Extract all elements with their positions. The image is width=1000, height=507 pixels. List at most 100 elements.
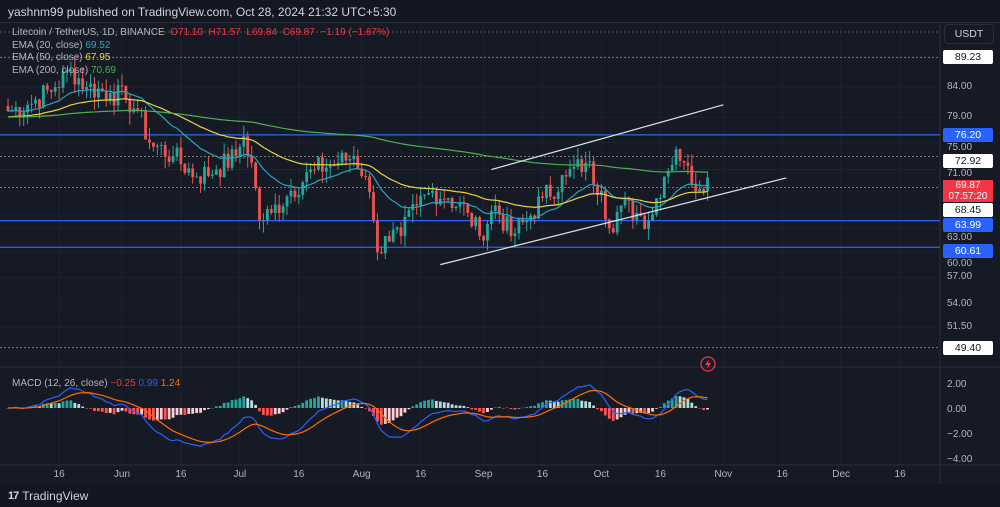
macd-histogram-bar xyxy=(69,400,73,408)
macd-histogram-bar xyxy=(501,408,505,409)
time-tick-label: Nov xyxy=(714,469,732,480)
candle xyxy=(431,190,434,194)
macd-histogram-bar xyxy=(96,408,100,412)
candle xyxy=(482,236,485,241)
macd-histogram-bar xyxy=(112,408,116,415)
candle xyxy=(513,233,517,237)
macd-histogram-bar xyxy=(619,408,623,418)
macd-histogram-bar xyxy=(187,408,191,414)
support-resistance-tag: 76.20 xyxy=(943,127,993,142)
macd-histogram-bar xyxy=(348,401,352,408)
macd-histogram-bar xyxy=(572,399,576,408)
candle xyxy=(592,161,595,185)
symbol-label[interactable]: Litecoin / TetherUS, 1D, BINANCE xyxy=(12,27,165,38)
macd-histogram-bar xyxy=(682,397,686,408)
macd-histogram-bar xyxy=(702,408,706,411)
macd-histogram-bar xyxy=(450,404,454,408)
macd-histogram-bar xyxy=(379,408,383,425)
tradingview-logo[interactable]: 17 TradingView xyxy=(8,489,89,503)
candle xyxy=(493,205,497,211)
candle xyxy=(686,162,690,166)
macd-histogram-bar xyxy=(434,400,438,408)
candle xyxy=(576,159,580,168)
candle xyxy=(340,152,344,163)
candle xyxy=(387,236,391,242)
ema50-legend[interactable]: EMA (50, close) 67.95 xyxy=(12,52,111,63)
candle xyxy=(183,164,187,173)
candle xyxy=(285,196,289,207)
macd-histogram-bar xyxy=(230,400,234,408)
candle xyxy=(152,142,155,147)
macd-histogram-bar xyxy=(340,399,344,408)
candle xyxy=(41,85,45,108)
time-tick-label: 16 xyxy=(293,469,305,480)
macd-histogram-bar xyxy=(262,408,265,415)
price-tick-label: 60.00 xyxy=(947,257,973,269)
candle xyxy=(89,83,92,87)
price-tick-label: 51.50 xyxy=(947,321,973,333)
macd-histogram-bar xyxy=(706,408,709,410)
macd-histogram-bar xyxy=(297,404,301,408)
candle xyxy=(674,149,678,165)
ema200-legend[interactable]: EMA (200, close) 70.69 xyxy=(12,64,116,76)
candle xyxy=(670,164,674,171)
candle xyxy=(466,204,470,213)
candle xyxy=(238,146,242,156)
candle xyxy=(438,198,442,205)
candle xyxy=(458,202,462,207)
candle xyxy=(163,145,167,157)
candle xyxy=(690,165,694,184)
macd-histogram-bar xyxy=(690,402,694,408)
macd-tick-label: 0.00 xyxy=(947,404,967,415)
macd-histogram-bar xyxy=(541,402,544,408)
candle xyxy=(73,69,77,85)
ema20-legend[interactable]: EMA (20, close) 69.52 xyxy=(12,39,111,51)
candle xyxy=(207,167,210,176)
time-tick-label: 16 xyxy=(537,469,549,480)
candle xyxy=(191,168,195,178)
candle xyxy=(376,220,379,253)
candle xyxy=(313,169,316,171)
macd-histogram-bar xyxy=(332,399,336,408)
candle xyxy=(505,216,509,231)
macd-histogram-bar xyxy=(458,405,462,408)
candle xyxy=(30,103,33,105)
macd-histogram-bar xyxy=(474,408,478,410)
macd-histogram-bar xyxy=(360,406,364,408)
macd-histogram-bar xyxy=(328,399,332,408)
macd-tick-label: −4.00 xyxy=(947,454,973,465)
macd-histogram-bar xyxy=(600,408,603,412)
candle xyxy=(85,87,88,90)
macd-histogram-bar xyxy=(73,402,77,408)
macd-histogram-bar xyxy=(623,408,627,415)
currency-selector[interactable]: USDT xyxy=(944,24,994,44)
candle xyxy=(600,190,603,196)
candle xyxy=(250,155,254,163)
candle xyxy=(572,167,576,169)
candle xyxy=(423,194,426,196)
macd-tick-label: 2.00 xyxy=(947,379,967,390)
candle xyxy=(643,215,647,230)
macd-histogram-bar xyxy=(81,406,85,408)
candle xyxy=(246,136,250,156)
macd-histogram-bar xyxy=(391,408,395,421)
macd-histogram-bar xyxy=(407,408,411,410)
macd-histogram-bar xyxy=(195,408,199,413)
macd-legend[interactable]: MACD (12, 26, close) −0.25 0.99 1.24 xyxy=(12,378,181,389)
macd-histogram-bar xyxy=(466,407,470,408)
macd-histogram-bar xyxy=(218,405,222,408)
candle xyxy=(564,174,568,177)
macd-histogram-bar xyxy=(533,405,537,408)
macd-histogram-bar xyxy=(631,408,635,414)
candle xyxy=(497,205,501,215)
time-tick-label: Oct xyxy=(594,469,610,480)
macd-histogram-bar xyxy=(493,407,497,408)
macd-histogram-bar xyxy=(246,398,250,408)
macd-histogram-bar xyxy=(167,408,171,420)
macd-histogram-bar xyxy=(670,398,674,408)
macd-histogram-bar xyxy=(376,408,379,422)
candle xyxy=(254,162,257,189)
current-price: 69.87 xyxy=(955,179,981,191)
macd-histogram-bar xyxy=(548,400,552,408)
